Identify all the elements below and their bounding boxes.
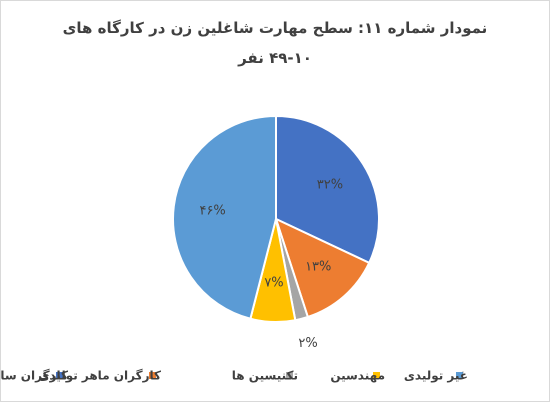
pie-slice xyxy=(274,217,371,319)
legend-label: تکنیسین ها xyxy=(232,369,298,383)
pie-slice xyxy=(172,114,277,320)
legend-label: کارگران ساده xyxy=(1,369,68,383)
legend-swatch xyxy=(149,372,156,379)
legend-swatch xyxy=(56,372,63,379)
data-label: ۴۶% xyxy=(199,203,225,218)
legend-swatch xyxy=(373,372,380,379)
data-label: ۱۳% xyxy=(305,259,331,274)
legend-swatch xyxy=(456,372,463,379)
legend-label: مهندسین xyxy=(330,369,385,383)
legend-swatch xyxy=(286,372,293,379)
data-label: ۷% xyxy=(264,275,283,290)
pie-slice xyxy=(275,114,380,265)
data-label: ۳۲% xyxy=(317,177,343,192)
legend-label: غیر تولیدی xyxy=(404,369,468,384)
chart-title: نمودار شماره ۱۱: سطح مهارت شاغلین زن در … xyxy=(62,19,488,67)
legend-label: کارگران ماهر تولیدی xyxy=(38,369,161,384)
data-label: ۲% xyxy=(298,336,317,351)
